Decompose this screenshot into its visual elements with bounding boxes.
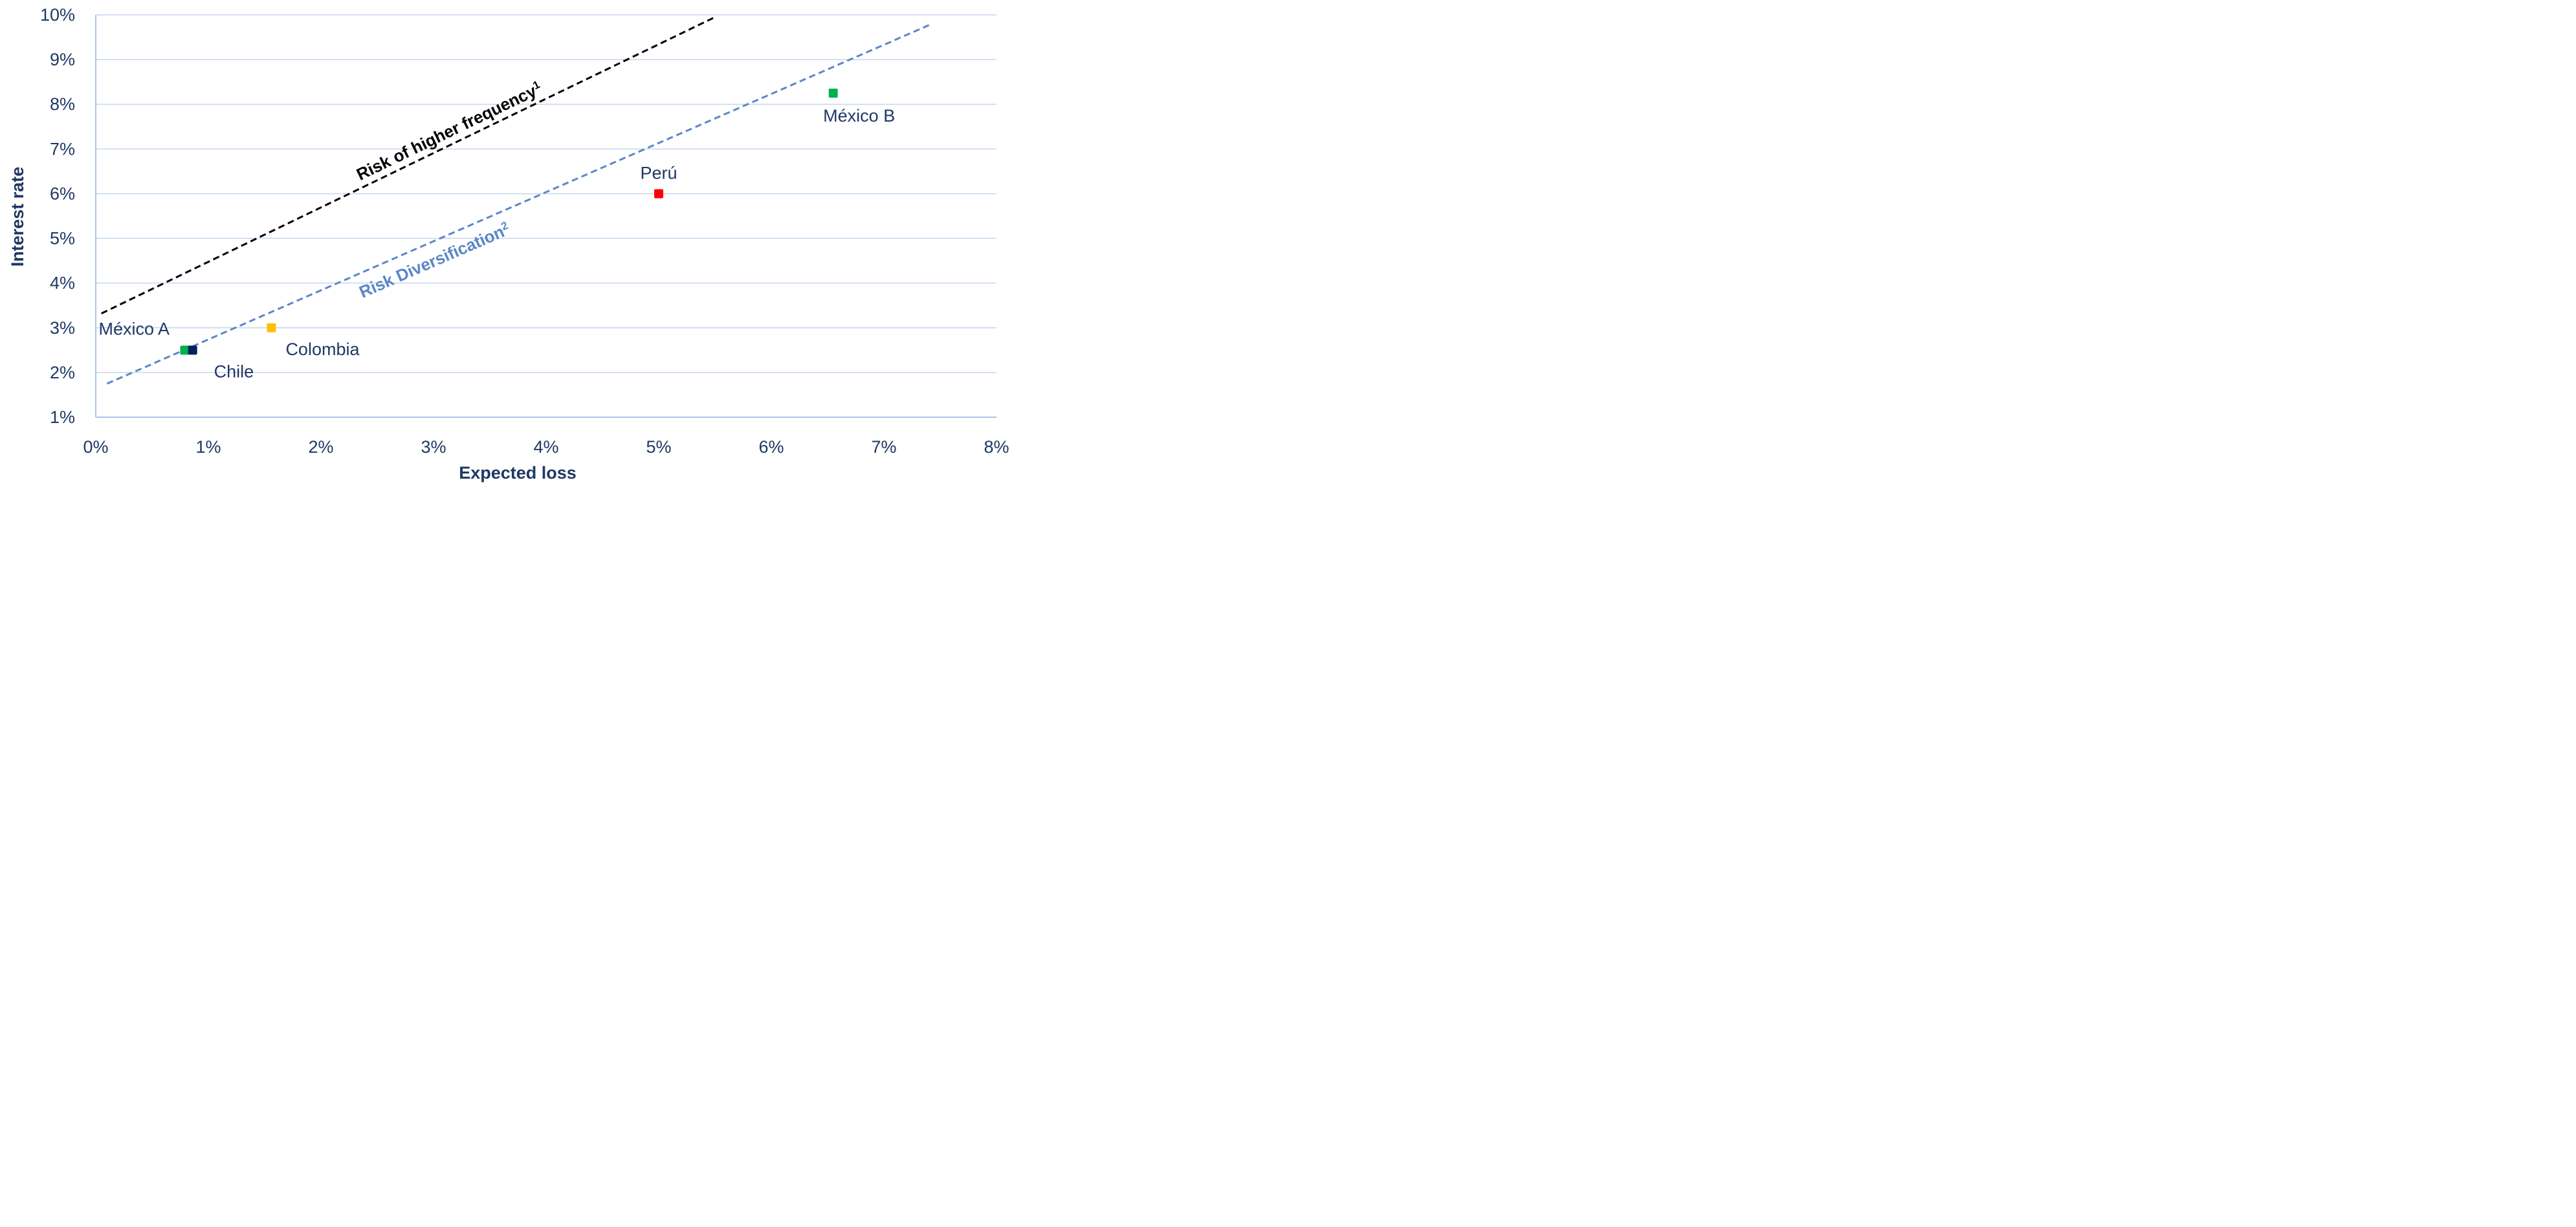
point-label: Perú [640,163,677,182]
y-tick-label: 10% [40,5,75,25]
y-tick-label: 1% [50,407,75,427]
data-point [180,345,190,355]
y-tick-label: 6% [50,184,75,203]
y-tick-label: 4% [50,274,75,293]
point-label: Colombia [285,340,360,359]
data-point [188,345,197,355]
x-tick-labels: 0% 1% 2% 3% 4% 5% 6% 7% 8% [83,437,1009,457]
y-tick-label: 7% [50,139,75,158]
risk-higher-frequency-label: Risk of higher frequency1 [353,78,545,184]
y-tick-labels: 1% 2% 3% 4% 5% 6% 7% 8% 9% 10% [40,5,75,427]
x-tick-label: 6% [758,437,784,457]
x-tick-label: 0% [83,437,108,457]
x-axis-title: Expected loss [459,463,577,483]
y-tick-label: 5% [50,229,75,248]
y-tick-label: 9% [50,50,75,69]
x-tick-label: 5% [646,437,671,457]
y-tick-label: 3% [50,318,75,338]
data-points [180,88,838,355]
point-labels: México A Chile Colombia Perú México B [98,106,895,381]
x-tick-label: 2% [308,437,333,457]
x-tick-label: 3% [421,437,446,457]
risk-diversification-label: Risk Diversification2 [356,219,512,301]
x-tick-label: 8% [984,437,1009,457]
y-tick-label: 8% [50,94,75,114]
point-label: México A [98,319,170,338]
gridlines [96,14,996,373]
axes [95,15,996,418]
data-point [267,323,276,332]
point-label: México B [823,106,895,125]
data-point [828,88,838,98]
y-axis-title: Interest rate [8,167,27,267]
y-tick-label: 2% [50,363,75,382]
scatter-chart: 1% 2% 3% 4% 5% 6% 7% 8% 9% 10% 0% 1% 2% 3% 4% 5% 6% 7% 8%… [8,5,1009,483]
x-tick-label: 7% [871,437,896,457]
data-point [654,189,663,199]
point-label: Chile [214,362,254,381]
x-tick-label: 4% [533,437,558,457]
line-annotations: Risk of higher frequency1 Risk Diversific… [353,78,545,302]
trend-lines [101,16,930,385]
x-tick-label: 1% [195,437,221,457]
risk-diversification-line [106,24,930,385]
